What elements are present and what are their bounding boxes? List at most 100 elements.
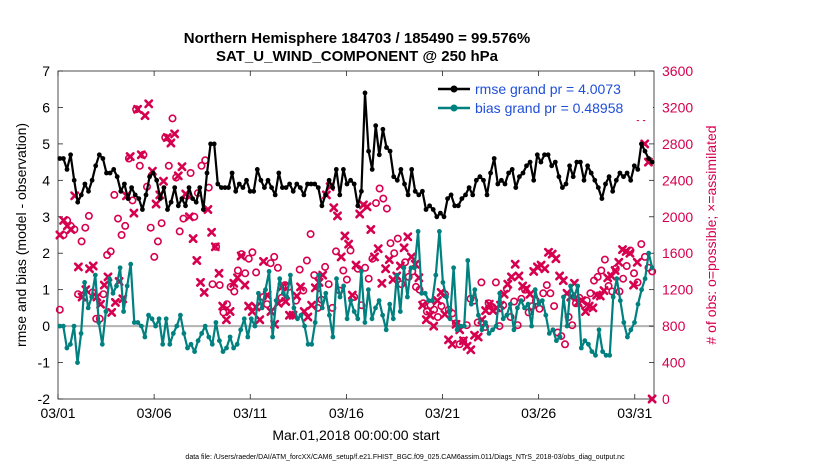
obs-assimilated-point: [336, 252, 346, 262]
bias-data-point: [639, 287, 644, 293]
rmse-data-point: [427, 203, 432, 209]
obs-assimilated-point: [199, 287, 209, 297]
rmse-data-point: [477, 174, 483, 180]
series-marks: [55, 90, 657, 404]
rmse-data-point: [351, 181, 357, 187]
rmse-data-point: [606, 174, 612, 180]
obs-possible-point: [84, 211, 93, 220]
obs-possible-point: [164, 161, 173, 170]
obs-assimilated-point: [210, 242, 220, 252]
rmse-data-point: [412, 188, 418, 194]
obs-assimilated-point: [340, 231, 350, 241]
rmse-data-point: [366, 148, 371, 154]
bias-data-point: [571, 294, 577, 300]
obs-possible-point: [81, 223, 90, 232]
rmse-data-point: [534, 152, 540, 158]
rmse-data-point: [168, 199, 174, 205]
bias-data-point: [412, 265, 417, 271]
rmse-data-point: [244, 177, 249, 183]
bias-data-point: [163, 316, 169, 322]
rmse-data-point: [441, 214, 447, 220]
bias-data-point: [440, 280, 446, 285]
obs-assimilated-point: [484, 299, 494, 309]
rmse-data-point: [448, 192, 454, 198]
bias-data-point: [362, 320, 368, 325]
rmse-data-point: [301, 192, 307, 198]
bias-data-point: [64, 345, 70, 351]
rmse-data-point: [61, 156, 66, 161]
rmse-data-point: [201, 207, 206, 212]
bias-data-point: [536, 301, 542, 307]
rmse-data-point: [337, 192, 343, 198]
obs-possible-point: [604, 281, 613, 290]
obs-assimilated-point: [647, 394, 657, 404]
bias-data-point: [234, 341, 240, 347]
bias-data-point: [202, 323, 208, 329]
rmse-data-point: [280, 185, 285, 191]
bias-data-point: [291, 305, 297, 311]
x-axis-label: Mar.01,2018 00:00:00 start: [272, 427, 439, 443]
rmse-data-point: [165, 207, 170, 212]
rmse-data-point: [122, 181, 127, 187]
rmse-data-point: [68, 152, 73, 158]
left-y-axis-ticks: -2 -1 0 1 2 3 4 5 6 7: [38, 63, 63, 407]
rmse-data-point: [646, 156, 651, 161]
obs-possible-point: [74, 290, 83, 299]
obs-assimilated-point: [110, 297, 120, 307]
rmse-data-point: [376, 152, 382, 158]
rmse-data-point: [610, 188, 616, 194]
rmse-data-point: [111, 167, 117, 172]
bias-data-point: [256, 290, 261, 296]
rmse-data-point: [294, 181, 300, 187]
bias-data-point: [78, 331, 84, 336]
bias-data-point: [82, 280, 87, 285]
bias-data-point: [500, 316, 506, 322]
left-y-tick-label: -2: [38, 391, 51, 407]
obs-possible-point: [186, 169, 195, 178]
bias-data-point: [468, 301, 474, 307]
bias-data-point: [245, 334, 251, 340]
obs-assimilated-point: [440, 309, 450, 319]
bias-data-point: [153, 323, 159, 329]
left-y-tick-label: 6: [42, 99, 50, 115]
obs-assimilated-point: [399, 243, 409, 253]
bias-data-point: [344, 316, 350, 322]
bias-data-point: [447, 316, 453, 322]
bias-data-point: [160, 341, 166, 347]
obs-assimilated-point: [377, 278, 387, 288]
right-y-tick-label: 0: [662, 391, 670, 407]
obs-assimilated-point: [221, 315, 231, 325]
bias-data-point: [181, 331, 187, 336]
bias-data-point: [167, 341, 173, 347]
bias-data-point: [323, 290, 329, 296]
obs-assimilated-point: [355, 209, 365, 219]
bias-data-point: [259, 305, 265, 311]
obs-assimilated-point: [407, 252, 416, 262]
rmse-data-point: [71, 177, 77, 183]
obs-possible-point: [491, 278, 500, 287]
right-y-tick-label: 800: [662, 318, 686, 334]
rmse-data-point: [459, 196, 465, 202]
bias-data-point: [248, 316, 254, 322]
bias-data-point: [327, 312, 332, 318]
bias-data-point: [515, 305, 520, 311]
bias-data-point: [309, 341, 315, 347]
rmse-data-point: [100, 156, 106, 161]
bias-data-point: [465, 258, 471, 263]
bias-data-point: [96, 320, 102, 325]
right-y-tick-label: 2400: [662, 172, 693, 188]
rmse-data-point: [175, 203, 181, 209]
obs-possible-point: [266, 259, 275, 268]
rmse-data-point: [409, 167, 415, 172]
obs-assimilated-point: [418, 300, 428, 310]
obs-possible-point: [146, 223, 155, 232]
rmse-data-point: [416, 192, 422, 198]
bias-data-point: [334, 276, 339, 282]
bias-data-point: [376, 298, 382, 303]
bias-data-point: [351, 309, 357, 314]
obs-possible-point: [622, 261, 631, 270]
rmse-data-point: [283, 185, 289, 191]
bias-data-point: [369, 316, 375, 322]
left-y-tick-label: 7: [42, 63, 50, 79]
